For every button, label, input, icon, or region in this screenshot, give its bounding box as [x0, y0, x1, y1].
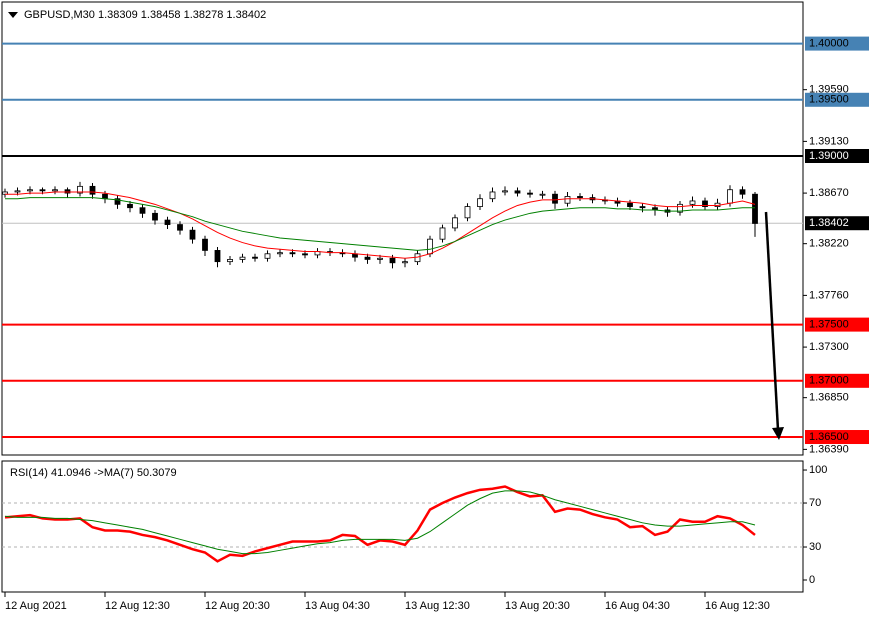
- price-label: 1.40000: [809, 37, 849, 49]
- x-tick-label: 13 Aug 20:30: [505, 600, 570, 612]
- candle-body: [464, 206, 471, 219]
- candle-body: [252, 256, 258, 259]
- candle-body: [39, 189, 46, 192]
- price-label: 1.37500: [809, 319, 849, 331]
- candle-body: [452, 217, 458, 229]
- x-tick-label: 12 Aug 2021: [5, 600, 67, 612]
- rsi-title: RSI(14) 41.0946 ->MA(7) 50.3079: [10, 467, 177, 479]
- y-tick-label: 100: [809, 464, 827, 476]
- candle-body: [139, 207, 146, 214]
- price-label: 1.36500: [809, 431, 849, 443]
- price-label: 1.39500: [809, 94, 849, 106]
- y-tick-label: 1.38670: [809, 187, 849, 199]
- rsi-panel: [1, 460, 804, 593]
- x-tick-label: 13 Aug 12:30: [405, 600, 470, 612]
- candle-body: [539, 193, 546, 196]
- candle-body: [502, 190, 508, 193]
- candle-body: [114, 198, 121, 205]
- x-tick-label: 12 Aug 12:30: [105, 600, 170, 612]
- candle-body: [564, 196, 571, 204]
- candle-body: [477, 198, 483, 207]
- candle-body: [552, 193, 558, 204]
- price-panel: [1, 1, 804, 456]
- indicator-line: [5, 197, 755, 251]
- indicator-line: [4, 485, 756, 563]
- y-tick-label: 1.38220: [809, 238, 849, 250]
- y-tick-label: 1.37300: [809, 341, 849, 353]
- y-tick-label: 1.36850: [809, 392, 849, 404]
- price-label: 1.39000: [809, 150, 849, 162]
- y-tick-label: 1.39590: [809, 84, 849, 96]
- candle-body: [277, 252, 283, 255]
- candle-body: [389, 257, 396, 264]
- candle-body: [202, 238, 208, 251]
- price-label: 1.37000: [809, 375, 849, 387]
- x-tick-label: 16 Aug 12:30: [705, 600, 770, 612]
- candle-body: [677, 203, 683, 213]
- y-tick-label: 1.36390: [809, 443, 849, 455]
- candle-body: [302, 253, 308, 256]
- price-label-box: [805, 216, 869, 231]
- candle-body: [264, 253, 271, 259]
- indicator-line: [4, 490, 756, 555]
- candle-body: [52, 189, 58, 192]
- candle-body: [289, 252, 296, 255]
- price-title: GBPUSD,M30 1.38309 1.38458 1.38278 1.384…: [24, 9, 266, 21]
- candle-body: [739, 189, 746, 195]
- x-tick-label: 12 Aug 20:30: [205, 600, 270, 612]
- candle-body: [152, 212, 158, 221]
- candle-body: [27, 189, 33, 192]
- candle-body: [164, 219, 171, 225]
- candle-body: [514, 190, 521, 194]
- candle-body: [77, 185, 83, 194]
- layer: 1.39590 1.39130 1.38670 1.38220 1.37760 1.373…: [2, 36, 869, 612]
- price-label-box: [805, 373, 869, 388]
- price-label-box: [805, 36, 869, 51]
- candle-body: [639, 206, 646, 209]
- arrow-shaft: [764, 211, 780, 431]
- candle-body: [427, 238, 433, 255]
- candle-body: [364, 256, 371, 260]
- candle-body: [227, 259, 233, 263]
- candle-body: [214, 250, 221, 263]
- price-label-box: [805, 317, 869, 332]
- arrow-head: [772, 427, 784, 440]
- candle-body: [89, 185, 96, 195]
- y-tick-label: 70: [809, 497, 821, 509]
- y-tick-label: 1.37760: [809, 289, 849, 301]
- candle-body: [189, 229, 196, 240]
- price-label-box: [805, 430, 869, 445]
- candle-body: [527, 192, 533, 195]
- candle-body: [239, 256, 246, 260]
- price-label: 1.38402: [809, 217, 849, 229]
- candle-body: [177, 224, 183, 231]
- y-tick-label: 30: [809, 541, 821, 553]
- x-tick-label: 13 Aug 04:30: [305, 600, 370, 612]
- candle-body: [752, 193, 758, 224]
- price-label-box: [805, 148, 869, 163]
- candle-body: [402, 261, 408, 264]
- candle-body: [439, 227, 446, 240]
- y-tick-label: 0: [809, 574, 815, 586]
- menu-triangle: [8, 12, 18, 18]
- candle-body: [14, 190, 21, 193]
- candle-body: [689, 200, 696, 205]
- candle-body: [702, 200, 708, 207]
- candle-body: [377, 257, 383, 260]
- candle-body: [727, 189, 733, 204]
- candle-body: [102, 193, 108, 200]
- candle-body: [489, 191, 496, 200]
- y-tick-label: 1.39130: [809, 135, 849, 147]
- candle-body: [64, 189, 71, 194]
- candle-body: [627, 202, 633, 207]
- price-label-box: [805, 92, 869, 107]
- indicator-line: [5, 191, 756, 259]
- candle-body: [577, 196, 583, 198]
- x-tick-label: 16 Aug 04:30: [605, 600, 670, 612]
- candle-body: [127, 203, 133, 209]
